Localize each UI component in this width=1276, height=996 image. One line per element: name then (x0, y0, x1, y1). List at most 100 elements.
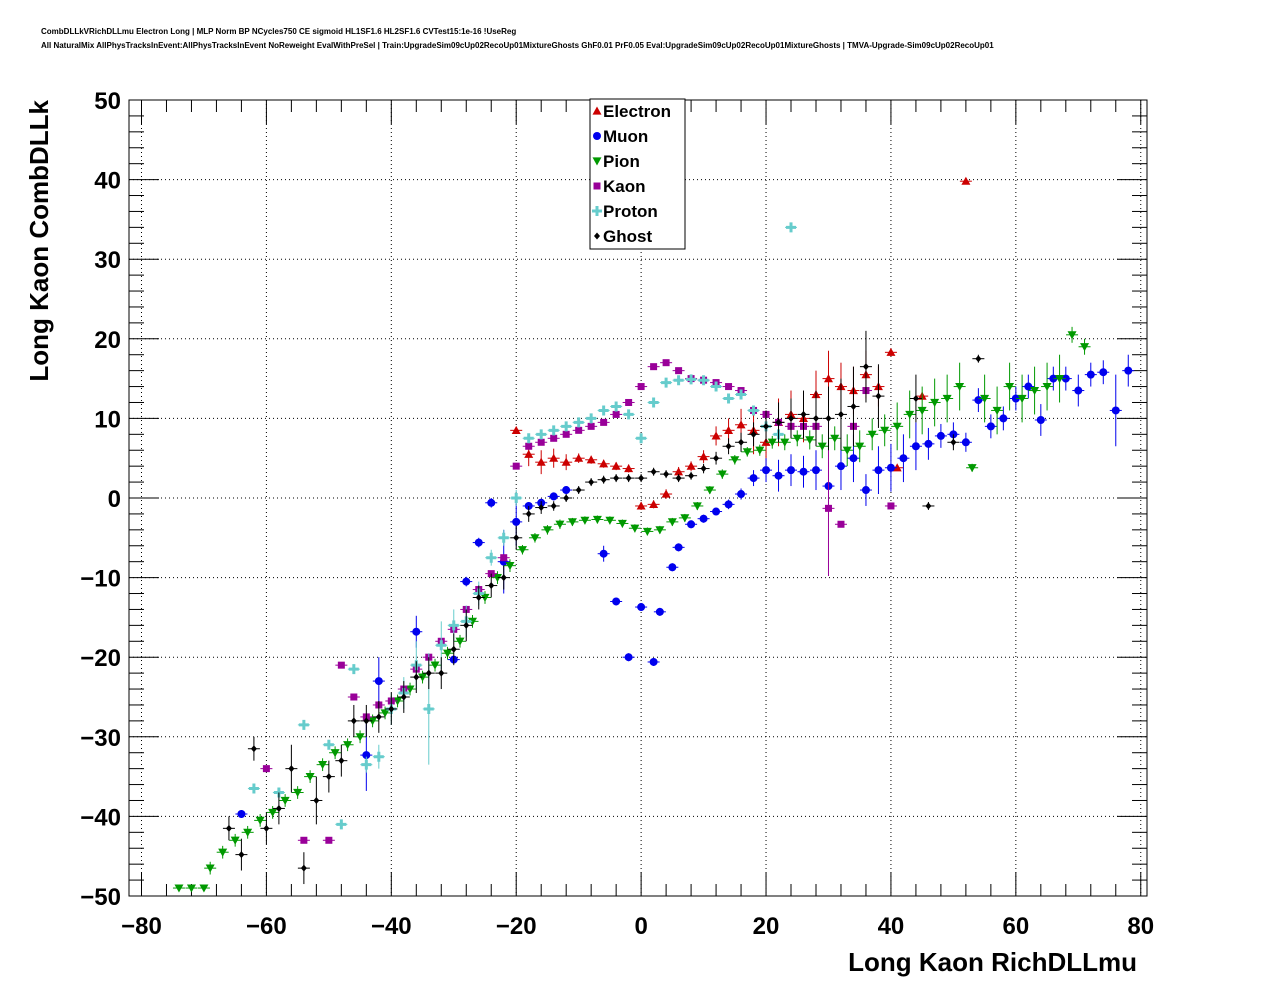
data-point-ghost (950, 438, 957, 446)
data-point-muon (724, 500, 733, 509)
data-point-pion (343, 741, 353, 750)
data-point-pion (517, 546, 527, 555)
data-point-muon (1074, 386, 1083, 395)
data-point-muon (749, 474, 758, 483)
data-point-proton (536, 429, 547, 440)
data-point-ghost (638, 474, 645, 482)
data-point-pion (605, 516, 615, 525)
data-point-proton (248, 783, 259, 794)
data-point-electron (686, 461, 696, 470)
data-point-ghost (862, 363, 869, 371)
data-point-pion (717, 470, 727, 479)
data-point-muon (911, 442, 920, 451)
y-tick-label: −30 (80, 725, 121, 752)
data-point-ghost (975, 355, 982, 363)
data-point-pion (330, 749, 340, 758)
data-point-pion (530, 534, 540, 543)
data-point-pion (443, 649, 453, 658)
x-tick-label: 60 (1002, 913, 1029, 940)
legend-box (589, 98, 686, 250)
data-point-pion (967, 464, 977, 473)
data-point-proton (486, 552, 497, 563)
legend-marker-kaon (593, 182, 601, 190)
data-point-kaon (887, 502, 895, 510)
data-point-ghost (300, 864, 307, 872)
data-point-pion (817, 442, 827, 451)
data-point-ghost (613, 474, 620, 482)
data-point-ghost (688, 472, 695, 480)
data-point-pion (692, 502, 702, 511)
data-point-proton (523, 433, 534, 444)
data-point-ghost (812, 414, 819, 422)
data-point-kaon (600, 418, 608, 426)
data-point-muon (412, 627, 421, 636)
data-point-muon (237, 810, 246, 819)
data-point-ghost (450, 645, 457, 653)
data-point-proton (611, 401, 622, 412)
y-axis-title: Long Kaon CombDLLk (24, 99, 54, 381)
data-point-ghost (400, 693, 407, 701)
y-tick-label: 20 (94, 327, 121, 354)
data-point-ghost (463, 621, 470, 629)
legend-label-kaon: Kaon (603, 177, 646, 196)
data-point-pion (792, 434, 802, 443)
data-point-muon (961, 438, 970, 447)
data-point-electron (599, 459, 609, 468)
data-point-muon (687, 520, 696, 529)
data-point-proton (561, 421, 572, 432)
data-point-muon (787, 466, 796, 475)
data-point-proton (623, 409, 634, 420)
data-point-muon (1061, 374, 1070, 383)
data-point-proton (373, 751, 384, 762)
data-point-proton (573, 417, 584, 428)
data-point-pion (655, 526, 665, 535)
data-point-kaon (337, 661, 345, 669)
data-point-pion (642, 527, 652, 536)
data-point-proton (698, 375, 709, 386)
x-tick-label: −60 (246, 913, 287, 940)
data-point-kaon (562, 430, 570, 438)
data-point-ghost (788, 414, 795, 422)
data-point-electron (823, 374, 833, 383)
data-point-electron (674, 467, 684, 476)
data-point-pion (405, 685, 415, 694)
data-point-electron (736, 420, 746, 429)
data-point-pion (293, 788, 303, 798)
data-point-ghost (250, 745, 257, 753)
data-series (172, 176, 1135, 893)
data-point-muon (474, 538, 483, 547)
data-point-muon (487, 498, 496, 507)
data-point-muon (624, 653, 633, 662)
data-point-ghost (912, 395, 919, 402)
data-point-ghost (225, 824, 232, 832)
data-point-pion (1030, 386, 1040, 396)
data-point-ghost (338, 757, 345, 765)
axis-tick-labels: −80 −60 −40 −20 0 20 40 60 80 −50 −40 −30 −20 −10 0 10 2… (80, 88, 1154, 940)
data-point-ghost (875, 392, 882, 400)
data-point-kaon (500, 554, 508, 562)
data-point-proton (498, 532, 509, 543)
data-point-pion (492, 574, 502, 583)
data-point-kaon (537, 438, 545, 446)
legend-label-muon: Muon (603, 127, 648, 146)
data-point-kaon (612, 410, 620, 418)
chart-header-line-2: All NaturalMix AllPhysTracksInEvent:AllP… (41, 41, 994, 50)
data-point-pion (617, 519, 627, 528)
data-point-muon (836, 462, 845, 471)
data-point-pion (942, 394, 952, 403)
data-point-muon (637, 603, 646, 612)
y-tick-label: 40 (94, 168, 121, 195)
data-point-ghost (500, 574, 507, 582)
data-point-kaon (662, 359, 670, 367)
series-ghost (222, 330, 985, 885)
data-point-muon (899, 454, 908, 463)
data-point-pion (630, 524, 640, 533)
data-point-kaon (550, 434, 558, 442)
data-point-pion (892, 422, 902, 431)
data-point-kaon (262, 765, 270, 773)
legend-label-ghost: Ghost (603, 227, 652, 246)
data-point-ghost (513, 534, 520, 542)
series-muon (235, 354, 1135, 819)
data-point-pion (1055, 375, 1065, 384)
